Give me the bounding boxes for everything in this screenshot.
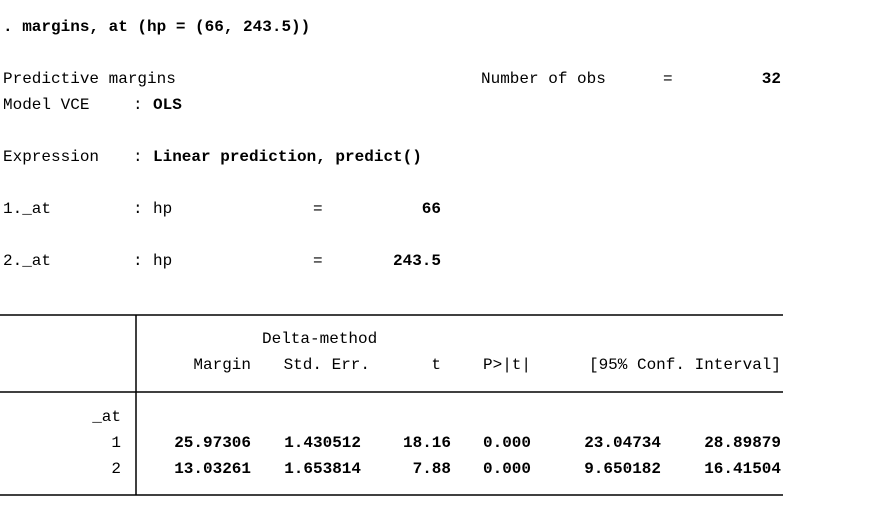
vce-sep: : [133,96,143,114]
command: . margins, at (hp = (66, 243.5)) [3,18,310,36]
expression-sep: : [133,148,143,166]
at-value: 243.5 [393,252,441,270]
at-label: 1._at [3,200,51,218]
at-sep: : [133,200,143,218]
row-label: 2 [111,460,121,478]
cell: 7.88 [413,460,451,478]
vce-label: Model VCE [3,96,89,114]
cell: 1.430512 [284,434,361,452]
cell: 9.650182 [584,460,661,478]
column-header: Margin [193,356,251,374]
at-sep: : [133,252,143,270]
cell: 25.97306 [174,434,251,452]
at-eq: = [313,252,323,270]
cell: 18.16 [403,434,451,452]
at-value: 66 [422,200,441,218]
at-var: hp [153,252,172,270]
nobs: 32 [762,70,781,88]
at-eq: = [313,200,323,218]
group-label: _at [91,408,121,426]
column-header: [95% Conf. Interval] [589,356,781,374]
nobs-label: Number of obs [481,70,606,88]
cell: 28.89879 [704,434,781,452]
row-label: 1 [111,434,121,452]
at-var: hp [153,200,172,218]
title: Predictive margins [3,70,176,88]
cell: 13.03261 [174,460,251,478]
column-header: t [431,356,441,374]
expression: Linear prediction, predict() [153,148,422,166]
cell: 0.000 [483,460,531,478]
cell: 0.000 [483,434,531,452]
cell: 16.41504 [704,460,781,478]
expression-label: Expression [3,148,99,166]
cell: 1.653814 [284,460,361,478]
vce: OLS [153,96,182,114]
column-header: P>|t| [483,356,531,374]
nobs-eq: = [663,70,673,88]
column-header: Std. Err. [284,356,370,374]
at-label: 2._at [3,252,51,270]
super-header: Delta-method [262,330,377,348]
cell: 23.04734 [584,434,661,452]
